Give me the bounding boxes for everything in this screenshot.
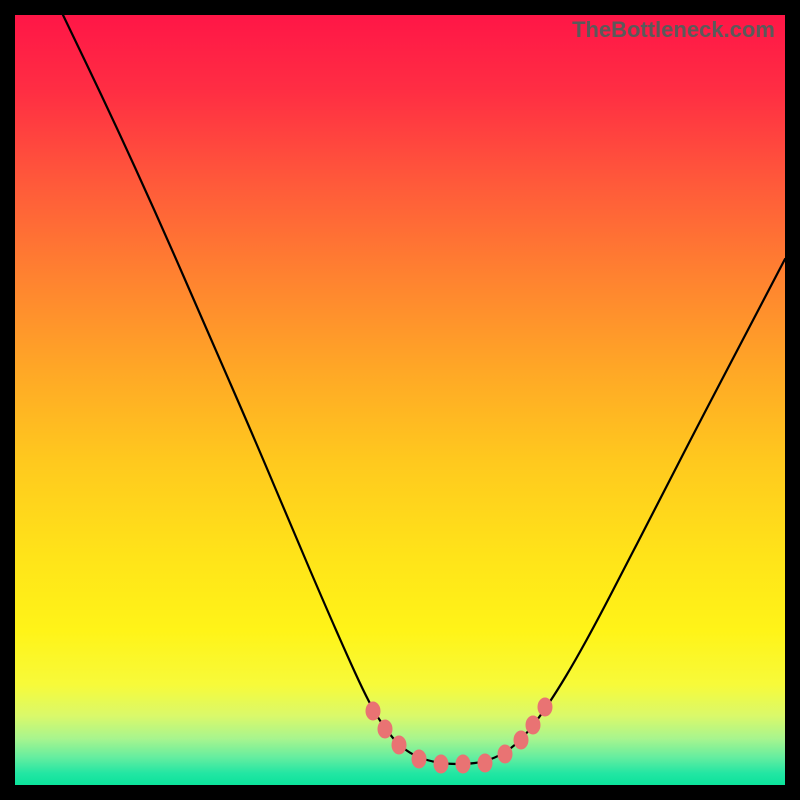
curve-marker (412, 750, 426, 768)
curve-marker (378, 720, 392, 738)
curve-marker (526, 716, 540, 734)
plot-area: TheBottleneck.com (15, 15, 785, 785)
curve-marker (478, 754, 492, 772)
curve-marker (366, 702, 380, 720)
curve-marker (434, 755, 448, 773)
curve-marker (514, 731, 528, 749)
watermark-text: TheBottleneck.com (572, 17, 775, 43)
bottleneck-curve (15, 15, 785, 785)
curve-marker (498, 745, 512, 763)
curve-marker (392, 736, 406, 754)
curve-markers (366, 698, 552, 773)
curve-marker (456, 755, 470, 773)
curve-path (63, 15, 785, 764)
curve-marker (538, 698, 552, 716)
